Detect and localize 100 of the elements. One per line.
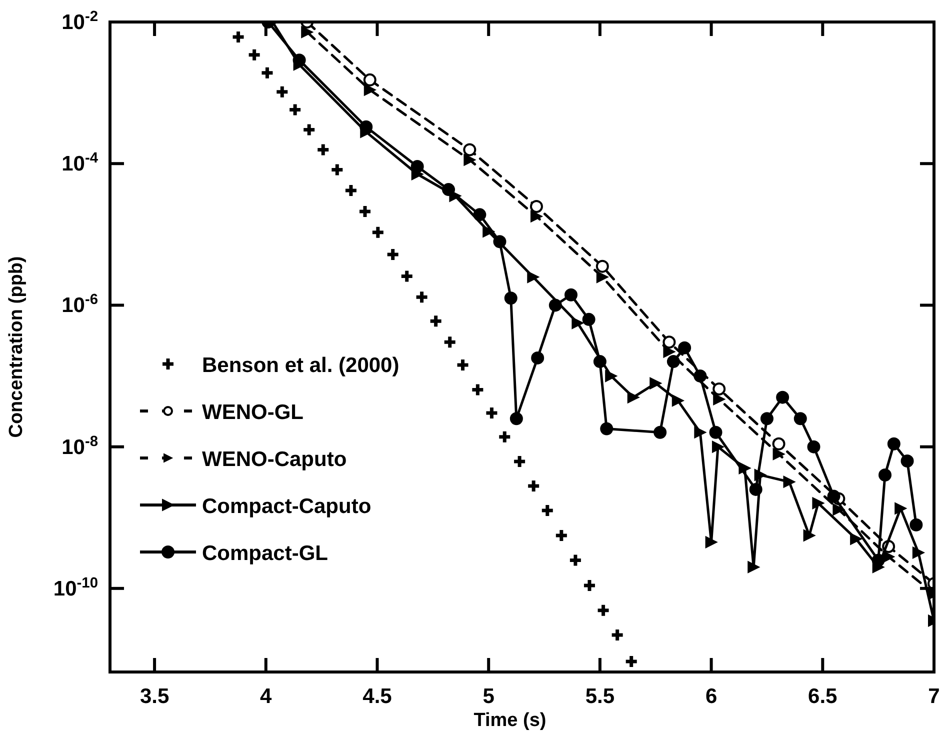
point	[582, 578, 597, 593]
x-tick-label: 4	[260, 685, 272, 708]
point	[442, 334, 458, 350]
point	[596, 603, 611, 618]
point	[512, 454, 527, 469]
point	[568, 552, 583, 568]
point	[510, 412, 523, 426]
point	[872, 554, 885, 567]
point	[247, 48, 262, 62]
point	[593, 355, 606, 368]
point	[572, 317, 584, 330]
point	[900, 454, 914, 468]
point	[554, 528, 569, 543]
point	[600, 422, 614, 436]
point	[497, 430, 512, 444]
point	[772, 437, 786, 450]
point	[428, 314, 444, 328]
point	[527, 271, 540, 284]
point	[713, 393, 726, 406]
point	[878, 468, 892, 482]
point	[386, 247, 400, 262]
point	[654, 426, 667, 439]
point	[605, 370, 618, 382]
point	[910, 518, 923, 532]
point	[672, 394, 684, 407]
point	[316, 142, 330, 157]
point	[504, 292, 518, 305]
y-tick-label: 10$^{-10}$	[53, 575, 98, 600]
point	[484, 406, 499, 420]
point	[358, 204, 372, 219]
point	[772, 448, 785, 460]
point	[400, 269, 414, 284]
point	[456, 358, 470, 372]
point	[370, 225, 386, 240]
point	[694, 426, 706, 438]
point	[666, 355, 680, 368]
point	[582, 312, 596, 326]
point	[530, 200, 543, 213]
point	[464, 154, 476, 166]
point	[540, 503, 555, 518]
point	[887, 437, 900, 450]
legend-label: Benson et al. (2000)	[202, 354, 400, 377]
point	[627, 391, 640, 404]
legend-label: WENO-Caputo	[202, 448, 347, 471]
x-tick-label: 3.5	[140, 685, 170, 708]
point	[812, 497, 824, 510]
x-tick-label: 5	[482, 685, 495, 708]
point	[803, 529, 816, 542]
point	[364, 84, 376, 96]
point	[705, 536, 718, 548]
point	[894, 502, 907, 514]
point	[301, 26, 314, 38]
point	[712, 382, 726, 396]
point	[363, 73, 376, 86]
point	[231, 30, 246, 44]
point	[694, 370, 707, 383]
y-tick-label: 10$^{-4}$	[62, 150, 99, 176]
point	[288, 102, 302, 117]
point	[531, 351, 544, 364]
point	[712, 440, 724, 453]
point	[564, 288, 578, 302]
legend-label: Compact-GL	[202, 542, 328, 565]
point	[442, 183, 456, 196]
point	[794, 412, 807, 426]
point	[776, 390, 790, 404]
point	[709, 426, 722, 439]
x-tick-label: 4.5	[362, 685, 392, 708]
point	[832, 504, 845, 516]
point	[414, 290, 430, 304]
point	[912, 546, 924, 559]
point	[473, 208, 486, 222]
point	[260, 66, 274, 80]
point	[548, 298, 562, 312]
y-tick-label: 10$^{-8}$	[62, 434, 98, 459]
point	[596, 260, 609, 273]
point	[807, 440, 820, 454]
point	[344, 183, 358, 198]
point	[748, 561, 760, 574]
x-tick-label: 6.5	[808, 685, 838, 708]
point	[624, 654, 639, 669]
point	[463, 143, 476, 156]
x-tick-label: 5.5	[585, 685, 615, 708]
legend-label: WENO-GL	[202, 401, 304, 424]
point	[493, 235, 506, 248]
legend-label: Compact-Caputo	[202, 495, 372, 518]
point	[760, 412, 774, 426]
point	[662, 336, 676, 349]
x-tick-label: 7	[928, 685, 940, 708]
point	[610, 628, 625, 642]
point	[274, 84, 290, 100]
point	[650, 377, 662, 390]
point	[827, 490, 840, 503]
point	[330, 162, 344, 177]
point	[526, 478, 541, 494]
x-tick-label: 6	[705, 685, 718, 708]
y-tick-label: 10$^{-6}$	[62, 292, 98, 318]
point	[663, 346, 676, 358]
point	[749, 482, 762, 496]
point	[783, 476, 796, 488]
point	[530, 210, 542, 222]
